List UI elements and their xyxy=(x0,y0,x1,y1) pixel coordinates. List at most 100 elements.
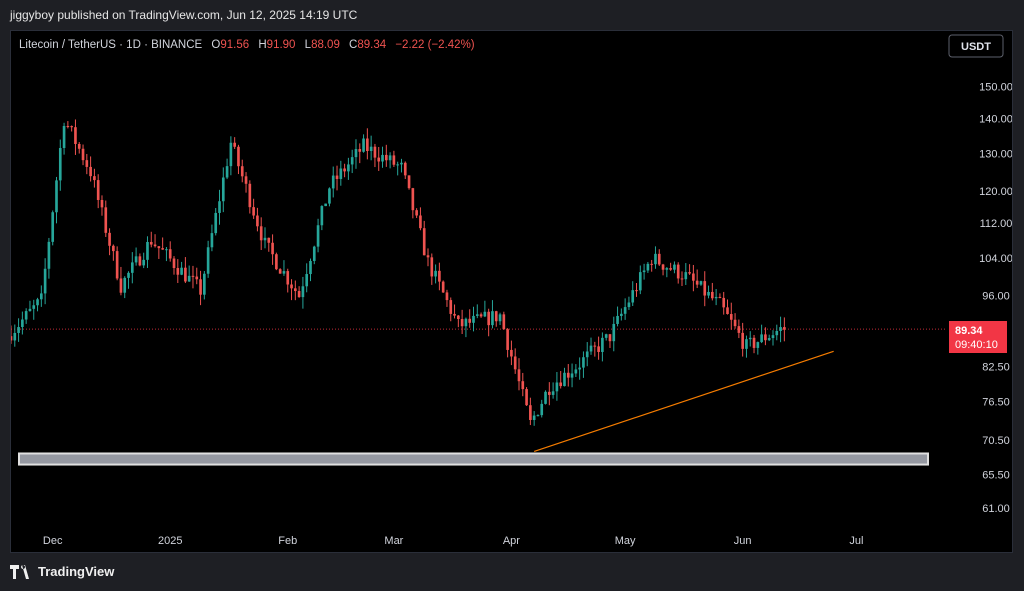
candle xyxy=(115,246,119,281)
currency-button[interactable]: USDT xyxy=(948,34,1004,58)
published-caption: jiggyboy published on TradingView.com, J… xyxy=(10,8,358,22)
candle xyxy=(525,387,528,406)
candle xyxy=(415,208,418,218)
candle-body xyxy=(460,319,464,327)
candle-body xyxy=(256,215,259,227)
candle xyxy=(218,189,221,225)
candle-body xyxy=(434,270,437,277)
candle-body xyxy=(574,369,578,374)
candle-body xyxy=(441,281,445,293)
candle xyxy=(673,261,676,274)
candle-body xyxy=(783,327,786,330)
legend-open: 91.56 xyxy=(220,39,249,51)
candle-body xyxy=(563,372,566,387)
time-axis: Dec 2025 Feb Mar Apr May Jun Jul xyxy=(43,535,864,547)
tradingview-logo[interactable]: TradingView xyxy=(10,564,114,579)
price-tick-label: 120.00 xyxy=(979,186,1012,198)
candle xyxy=(100,195,104,216)
candle-body xyxy=(130,262,134,273)
candle xyxy=(574,364,578,377)
candle xyxy=(407,175,411,190)
candle xyxy=(536,414,540,417)
price-chart[interactable]: 150.00 140.00 130.00 120.00 112.00 104.00 96.0… xyxy=(9,31,1013,552)
candle xyxy=(741,322,744,357)
candle-body xyxy=(608,334,612,342)
candle-body xyxy=(638,272,642,291)
candle-body xyxy=(335,175,339,179)
candle-body xyxy=(692,273,695,281)
time-tick-label: Jun xyxy=(734,535,752,547)
price-tick-label: 76.50 xyxy=(982,397,1010,409)
candle xyxy=(127,271,130,289)
candle-body xyxy=(544,391,547,404)
candle-body xyxy=(36,299,39,306)
candle xyxy=(517,358,521,391)
candle xyxy=(214,208,218,236)
candle xyxy=(737,319,741,339)
candle-body xyxy=(673,264,676,270)
candle-body xyxy=(748,337,752,340)
candle xyxy=(244,172,248,193)
last-price-countdown: 09:40:10 xyxy=(955,339,998,351)
candle xyxy=(305,263,309,293)
candle-body xyxy=(168,249,172,259)
candle xyxy=(775,324,779,341)
candle xyxy=(760,324,763,344)
candle-body xyxy=(89,166,92,177)
support-zone xyxy=(18,452,929,466)
candle xyxy=(77,142,81,154)
legend-symbol: Litecoin / TetherUS · 1D · BINANCE xyxy=(19,39,203,51)
candle-body xyxy=(631,290,635,303)
candle-body xyxy=(601,337,604,352)
candle-body xyxy=(392,155,396,165)
candle xyxy=(692,264,695,292)
candle-body xyxy=(703,281,707,296)
chart-pane[interactable]: 150.00 140.00 130.00 120.00 112.00 104.00 96.0… xyxy=(9,30,1013,553)
price-tick-label: 140.00 xyxy=(979,114,1012,126)
candle-body xyxy=(494,311,498,322)
candle-body xyxy=(290,284,293,289)
price-tick-label: 65.50 xyxy=(982,469,1010,481)
candle-body xyxy=(623,307,627,314)
price-tick-label: 61.00 xyxy=(982,503,1010,515)
candle xyxy=(585,342,589,367)
candle-body xyxy=(570,373,574,378)
candle xyxy=(28,300,32,312)
candle-body xyxy=(684,272,688,280)
candle-body xyxy=(616,315,619,324)
candle-body xyxy=(381,154,384,162)
candle-body xyxy=(138,256,142,266)
candle-body xyxy=(752,337,756,348)
candle xyxy=(638,265,642,295)
candle xyxy=(32,299,36,320)
candle-body xyxy=(203,273,206,295)
candle-body xyxy=(328,188,331,204)
candle-body xyxy=(123,277,127,293)
candle xyxy=(434,264,437,284)
candle xyxy=(597,336,600,360)
candle-body xyxy=(491,311,494,326)
candle-body xyxy=(112,245,115,252)
candle-body xyxy=(729,314,733,320)
candle-body xyxy=(51,212,55,242)
candle-body xyxy=(582,357,585,368)
candle-body xyxy=(430,257,434,277)
candle-body xyxy=(58,148,62,181)
legend-low: 88.09 xyxy=(311,39,340,51)
candle xyxy=(184,257,187,284)
candle xyxy=(650,259,654,272)
candle xyxy=(55,176,58,224)
candle-body xyxy=(589,345,593,352)
candle xyxy=(267,237,271,252)
candle-body xyxy=(536,415,540,417)
candle-body xyxy=(320,206,324,226)
candle xyxy=(191,265,195,289)
time-tick-label: Apr xyxy=(503,535,520,547)
candle-body xyxy=(578,367,581,370)
candle xyxy=(165,246,168,262)
candle-body xyxy=(388,155,392,161)
candle xyxy=(286,268,290,293)
candle-body xyxy=(468,318,472,323)
candle-body xyxy=(233,142,236,147)
candle-body xyxy=(297,291,301,298)
